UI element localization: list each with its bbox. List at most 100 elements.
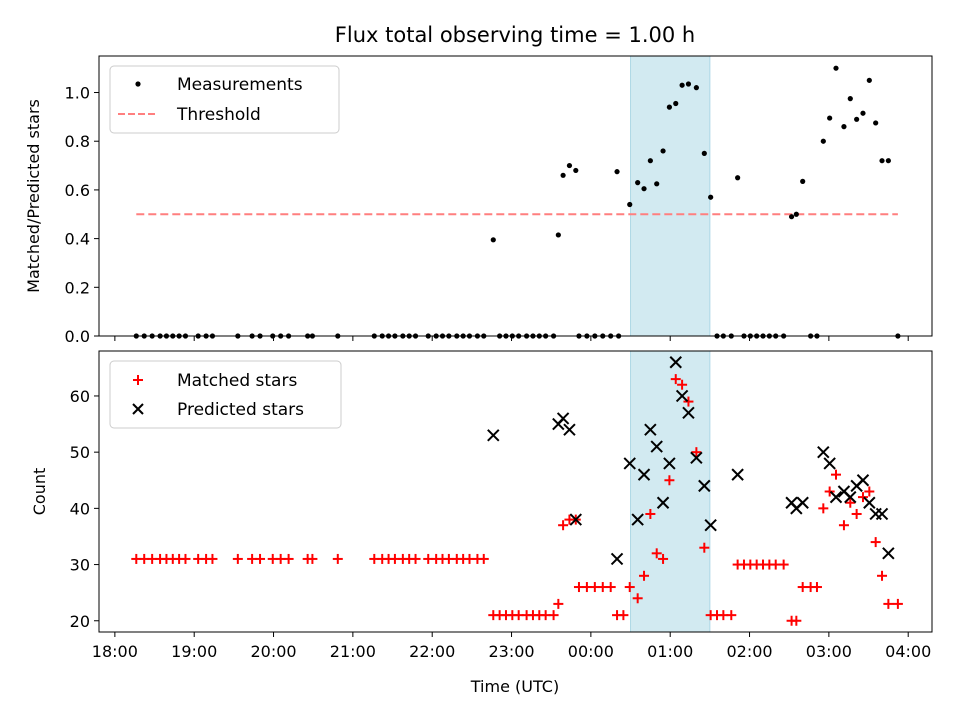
- predicted-star-point: [817, 445, 830, 459]
- measurement-point: [788, 214, 795, 220]
- y-tick-label: 30: [70, 556, 90, 575]
- matched-stars-points: [131, 374, 903, 626]
- predicted-star-point: [644, 423, 657, 436]
- bottom-legend: Matched stars Predicted stars: [109, 360, 342, 429]
- matched-star-point: [548, 610, 559, 621]
- measurement-point: [566, 162, 573, 169]
- predicted-star-point: [875, 507, 889, 521]
- predicted-star-point: [556, 412, 570, 425]
- measurement-point: [654, 181, 660, 187]
- predicted-star-point: [656, 496, 670, 509]
- matched-star-point: [651, 548, 662, 559]
- matched-star-point: [332, 553, 343, 564]
- measurement-point: [490, 237, 496, 243]
- chart-title: Flux total observing time = 1.00 h: [335, 23, 695, 47]
- matched-star-point: [683, 396, 694, 407]
- predicted-star-point: [704, 519, 717, 532]
- x-tick-label: 00:00: [568, 642, 614, 661]
- matched-star-point: [207, 553, 218, 564]
- matched-star-point: [232, 553, 243, 564]
- matched-star-point: [410, 553, 421, 564]
- y-tick-label: 20: [70, 612, 90, 631]
- matched-star-point: [632, 593, 643, 604]
- matched-star-point: [699, 542, 710, 553]
- x-axis-label: Time (UTC): [470, 677, 559, 696]
- y-tick-label: 0.2: [65, 278, 90, 297]
- measurement-point: [800, 178, 806, 184]
- matched-star-point: [255, 553, 266, 564]
- measurement-point: [873, 120, 879, 126]
- bottom-axes-frame: [98, 350, 933, 633]
- y-tick-label: 0.6: [65, 181, 90, 200]
- matched-star-point: [838, 520, 849, 531]
- matched-star-point: [605, 582, 616, 593]
- predicted-star-point: [610, 552, 624, 566]
- measurement-point: [841, 124, 847, 130]
- x-ticks: 18:00 19:00 20:00 21:00 22:00 23:00 00:00 01:00…: [92, 632, 931, 661]
- matched-star-point: [670, 374, 681, 385]
- top-legend: Measurements Threshold: [109, 65, 340, 134]
- measurement-point: [666, 104, 673, 110]
- matched-star-point: [778, 559, 789, 570]
- predicted-star-point: [623, 457, 636, 470]
- measurement-point: [641, 186, 647, 192]
- y-tick-label: 60: [70, 387, 90, 406]
- x-tick-label: 01:00: [647, 642, 693, 661]
- matched-star-point: [818, 503, 829, 514]
- predicted-star-point: [796, 496, 809, 509]
- measurement-point: [573, 167, 579, 174]
- measurements-legend-marker: [135, 81, 141, 87]
- predicted-star-point: [856, 474, 870, 487]
- matched-star-point: [677, 379, 688, 390]
- x-tick-label: 19:00: [171, 642, 217, 661]
- matched-star-point: [845, 497, 856, 508]
- matched-star-point: [864, 486, 875, 497]
- measurement-point: [879, 158, 885, 164]
- y-tick-label: 0.0: [65, 327, 90, 346]
- measurement-point: [647, 158, 653, 164]
- measurement-point: [555, 232, 561, 238]
- matched-star-point: [180, 553, 191, 564]
- predicted-star-point: [569, 513, 583, 526]
- measurement-point: [866, 77, 872, 83]
- x-tick-label: 03:00: [806, 642, 852, 661]
- matched-star-point: [857, 492, 868, 503]
- x-tick-label: 23:00: [488, 642, 534, 661]
- measurement-point: [635, 180, 641, 186]
- predicted-star-point: [882, 547, 895, 560]
- measurement-point: [701, 150, 707, 156]
- matched-star-point: [851, 508, 862, 519]
- matched-star-point: [664, 475, 675, 486]
- x-tick-label: 20:00: [250, 642, 296, 661]
- matched-star-point: [618, 610, 629, 621]
- matched-star-point: [877, 570, 888, 581]
- matched-star-point: [824, 486, 835, 497]
- matched-star-point: [307, 553, 318, 564]
- predicted-star-point: [823, 457, 836, 470]
- matched-star-point: [726, 610, 737, 621]
- predicted-star-point: [637, 468, 651, 481]
- measurement-point: [660, 148, 666, 154]
- predicted-star-point: [669, 356, 682, 369]
- x-tick-label: 04:00: [885, 642, 931, 661]
- y-tick-label: 0.8: [65, 132, 90, 151]
- predicted-star-point: [690, 451, 703, 464]
- measurement-point: [627, 201, 633, 208]
- x-tick-label: 22:00: [409, 642, 455, 661]
- measurement-point: [885, 158, 891, 164]
- measurement-point: [560, 172, 566, 178]
- predicted-stars-legend-label: Predicted stars: [177, 400, 304, 420]
- matched-star-point: [892, 598, 903, 609]
- predicted-star-point: [698, 479, 711, 493]
- threshold-legend-label: Threshold: [176, 105, 261, 125]
- predicted-star-point: [650, 440, 663, 453]
- top-y-axis-label: Matched/Predicted stars: [24, 99, 43, 293]
- count-panel: 18:00 19:00 20:00 21:00 22:00 23:00 00:00 01:00…: [30, 350, 933, 696]
- matched-star-point: [831, 469, 842, 480]
- observing-window-band: [630, 350, 711, 633]
- predicted-star-point: [829, 490, 843, 504]
- measurement-point: [860, 110, 866, 116]
- measurement-points: [133, 65, 901, 339]
- matched-star-point: [558, 520, 569, 531]
